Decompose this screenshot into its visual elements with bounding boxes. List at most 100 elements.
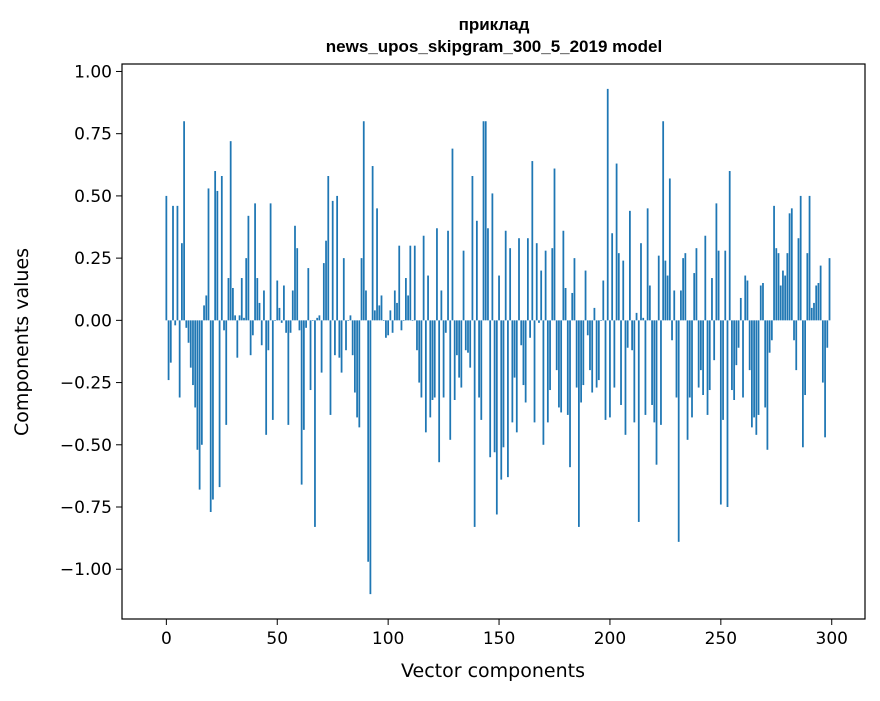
bar-71 [322,263,325,321]
bar-90 [365,290,367,321]
bar-87 [358,320,361,428]
bar-25 [220,176,223,321]
bar-100 [387,320,390,336]
bar-145 [487,228,489,321]
x-tick-label: 0 [161,629,172,649]
bar-213 [637,320,640,522]
bar-264 [751,320,753,428]
bar-234 [684,253,687,321]
bar-259 [739,297,742,321]
bar-279 [784,275,787,321]
bar-227 [668,178,671,321]
bar-8 [183,121,185,321]
bar-201 [611,233,614,321]
bar-297 [824,320,826,438]
bar-189 [584,270,587,321]
x-tick-label: 200 [594,629,626,649]
bar-184 [573,258,576,321]
bar-204 [617,253,620,321]
bar-32 [236,320,239,358]
bar-95 [376,208,378,321]
bar-0 [165,195,168,321]
bar-218 [648,285,651,321]
bar-119 [429,320,432,418]
bar-155 [509,248,512,321]
bar-26 [223,320,225,331]
bar-295 [819,265,822,321]
bars-group [165,88,831,595]
bar-101 [389,310,392,321]
bar-242 [702,320,704,396]
bar-60 [298,320,301,331]
bar-137 [469,320,472,368]
bar-74 [329,320,332,415]
bar-230 [675,320,678,398]
bar-261 [744,275,747,321]
bar-29 [229,141,232,321]
bar-250 [719,320,722,505]
bar-114 [418,320,421,383]
bar-122 [436,228,438,321]
bar-94 [373,310,376,321]
bar-144 [484,121,487,321]
bar-99 [385,320,387,338]
bar-12 [192,320,194,386]
bar-211 [633,320,636,423]
bar-24 [218,320,221,488]
bar-226 [666,275,669,321]
bar-196 [600,320,602,321]
bar-219 [651,320,653,405]
y-tick-label: 0.25 [74,249,112,269]
bar-31 [234,315,236,321]
bar-198 [604,320,607,420]
bar-9 [185,320,188,328]
bar-246 [711,278,713,321]
bar-159 [518,238,520,321]
bar-133 [460,320,463,388]
bar-283 [793,320,795,341]
y-tick-label: 0.50 [74,187,112,207]
y-tick-label: 0.00 [74,311,112,331]
bar-202 [613,320,616,388]
bar-294 [817,283,820,321]
y-axis-ticks: 1.00 0.75 0.50 0.25 0.00 −0.25 −0.50 −0.75 −1.00 [60,62,122,580]
bar-102 [391,320,394,333]
bar-276 [777,253,780,321]
bar-16 [200,320,203,445]
y-tick-label: 0.75 [74,125,112,145]
bar-62 [302,320,305,430]
bar-268 [759,285,762,321]
bar-290 [808,195,811,321]
bar-93 [371,166,374,321]
bar-63 [305,320,307,328]
bar-1 [167,320,170,381]
bar-75 [331,200,334,321]
bar-194 [595,320,598,388]
x-tick-label: 50 [266,629,288,649]
bar-262 [746,280,749,321]
bar-128 [449,320,452,440]
bar-191 [589,320,591,371]
bar-43 [260,320,263,346]
bar-199 [606,88,609,321]
bar-98 [382,320,385,321]
bar-172 [546,320,549,423]
bar-239 [695,248,698,321]
x-tick-label: 100 [372,629,404,649]
bar-186 [578,320,580,527]
bar-281 [788,213,791,321]
bar-163 [526,238,529,321]
bar-173 [549,320,551,391]
bar-118 [427,275,429,321]
bar-28 [227,278,230,321]
bar-40 [254,203,256,321]
bar-166 [533,320,536,423]
bar-82 [347,320,350,321]
bar-176 [555,320,558,371]
bar-89 [362,121,365,321]
bar-152 [502,320,505,448]
y-tick-label: 1.00 [74,62,112,82]
bar-104 [396,302,398,321]
